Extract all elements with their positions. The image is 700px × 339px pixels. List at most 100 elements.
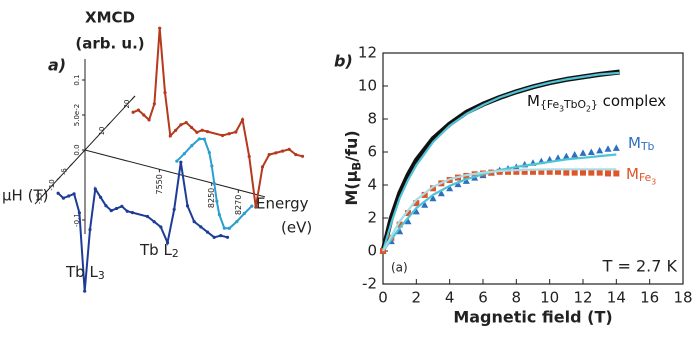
xmcd-point [240,118,245,122]
xmcd-point [200,128,204,132]
square-marker [521,168,528,175]
xmcd-point [114,206,119,211]
xmcd-point [67,194,71,198]
x-tick-label: 14 [607,289,626,307]
xmcd-point [215,199,219,203]
xmcd-point [125,209,129,213]
xmcd-point [152,102,156,106]
xmcd-point [260,165,265,169]
xmcd-point [202,137,206,141]
xmcd-point [227,226,231,230]
panel-label: b) [334,52,353,71]
xmcd-point [109,208,113,213]
h-tick-label: -15 [36,193,44,204]
xmcd-point [212,235,216,239]
xmcd-point [210,164,214,168]
series-line [382,168,617,252]
h-tick [69,163,73,167]
xmcd-point [130,211,135,215]
square-marker [605,170,611,177]
h-tick [106,122,111,127]
xmcd-point [222,226,226,230]
xmcd-point [131,110,135,114]
square-marker [396,221,403,228]
h-tick-label: 10 [98,127,106,136]
h-axis-label: μH (T) [2,187,48,205]
xmcd-point [205,230,210,234]
y-axis-label-part: /fu) [342,130,361,162]
legend-label-part: M [628,134,641,152]
z-tick-label: 5.0e-2 [73,104,81,126]
x-tick-label: 2 [412,289,422,307]
xmcd-point [287,147,291,151]
xmcd-curve [132,28,303,208]
xmcd-point [190,144,194,148]
xmcd-point [217,213,221,217]
xmcd-point [225,235,230,239]
xmcd-point [159,225,163,229]
xmcd-point [83,289,87,293]
y-tick-label: 0 [367,242,377,260]
h-tick-label: -10 [48,179,56,190]
y-tick-label: 12 [358,44,377,62]
annotation: T = 2.7 K [602,257,678,276]
h-tick [44,190,48,194]
legend-label-part: {Fe [540,98,559,111]
xmcd-point [192,220,196,224]
triangle-marker [571,150,579,158]
x-tick-label: 8 [512,289,522,307]
e-tick-label: 8270 [234,195,243,215]
x-tick-label: 4 [445,289,455,307]
x-tick-label: 12 [573,289,592,307]
square-marker [563,169,570,176]
xmcd-point [184,120,188,125]
square-marker [430,185,436,192]
legend-label-part: 3 [651,177,656,186]
xmcd-point [195,130,199,134]
triangle-marker [596,146,604,154]
z-tick-label: 0.0 [73,144,81,155]
annotation: (a) [391,261,408,275]
xmcd-point [136,108,141,112]
xmcd-point [199,225,203,229]
xmcd-point [219,233,223,238]
x-tick-label: 6 [478,289,488,307]
y-axis-label-part: M(μ [342,170,361,205]
xmcd-point [182,152,186,156]
annotation-part: 3 [98,269,105,282]
x-axis-label: Magnetic field (T) [453,308,612,327]
h-tick-label: 20 [123,100,131,109]
xmcd-point [242,211,246,216]
z-tick-label: 0.1 [73,74,81,85]
xmcd-point [56,191,60,195]
x-tick-label: 18 [673,289,692,307]
triangle-marker [587,148,595,155]
xmcd-point [165,241,170,245]
xmcd-point [147,118,151,122]
x-tick-label: 16 [640,289,659,307]
e-axis-label: Energy [256,195,309,213]
triangle-marker [404,217,412,225]
legend-label-part: 3 [559,104,564,113]
legend-label: MFe3 [626,165,656,187]
xmcd-point [179,160,183,164]
y-tick-label: 2 [367,209,377,227]
h-tick-label: -5 [61,168,69,175]
xmcd-point [175,159,179,163]
y-tick-label: 4 [367,176,377,194]
square-marker [513,168,520,175]
xmcd-point [61,196,66,200]
xmcd-point [280,149,285,153]
square-marker [613,170,620,177]
xmcd-point [172,207,176,212]
xmcd-point [267,153,271,157]
z-tick-label: -0.1 [73,213,81,227]
legend-label: M{Fe3TbO2} complex [527,92,666,114]
square-marker [530,168,536,175]
triangle-marker [612,144,620,151]
annotation-part: Tb L [139,241,172,259]
xmcd-point [99,195,103,199]
x-tick-label: 10 [540,289,559,307]
square-marker [421,191,428,198]
